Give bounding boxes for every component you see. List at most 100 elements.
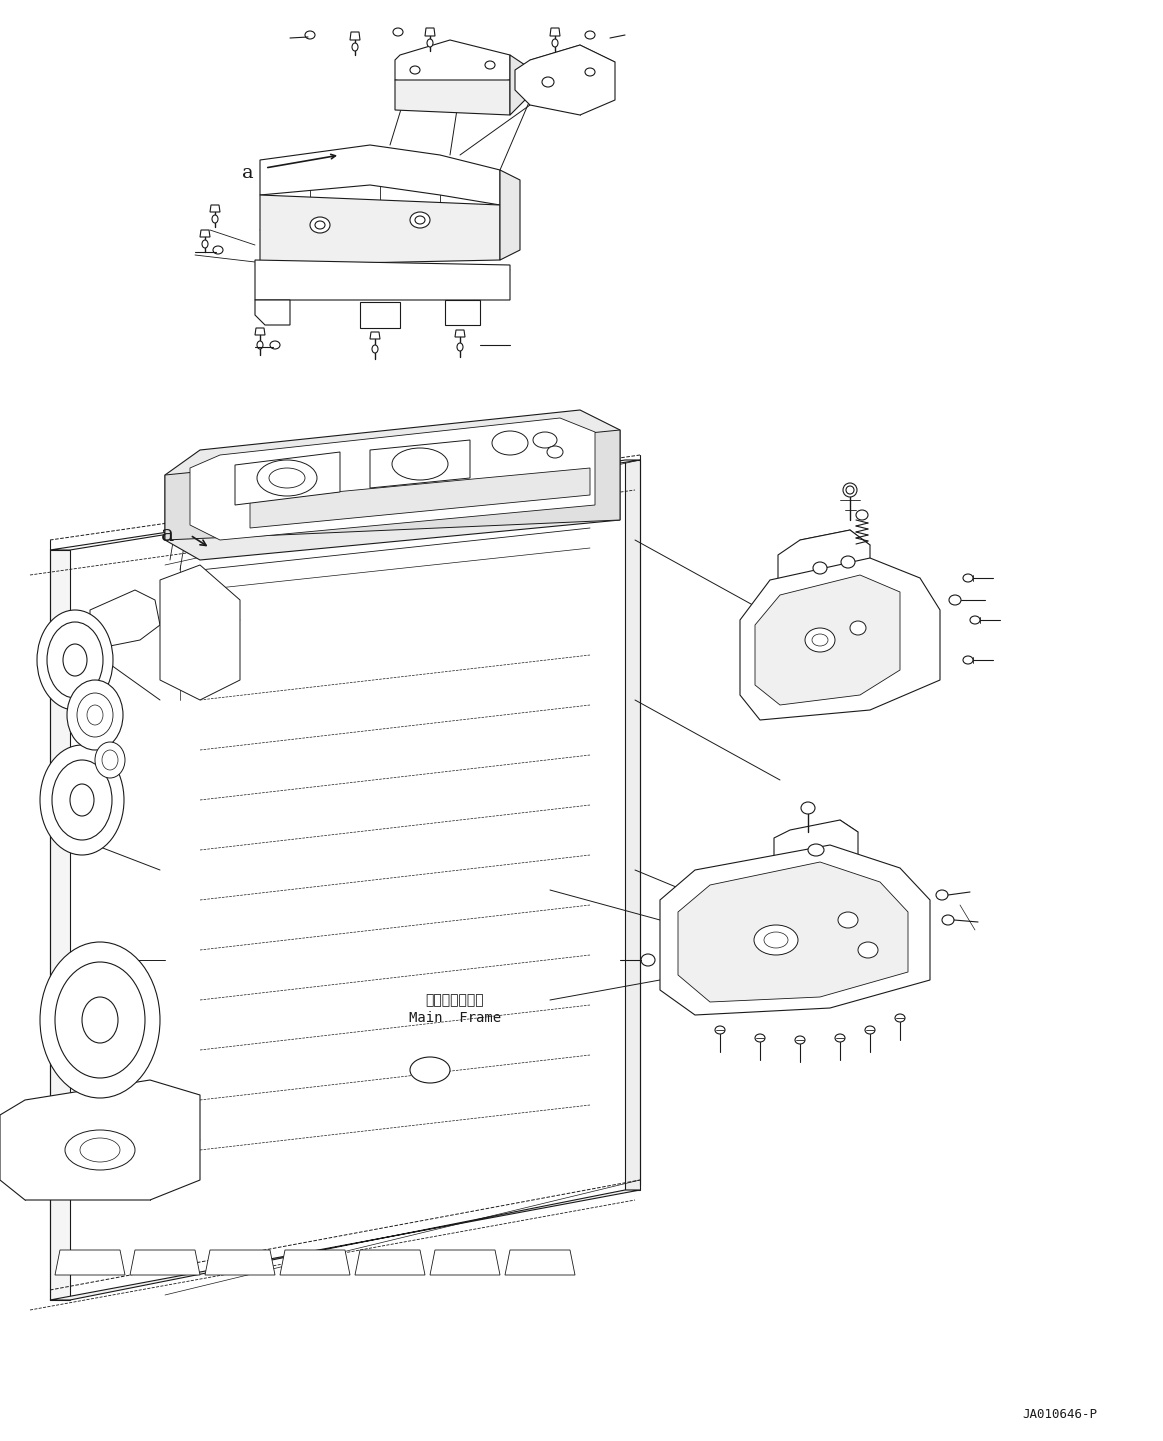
Ellipse shape xyxy=(83,997,117,1043)
Polygon shape xyxy=(370,331,380,339)
Ellipse shape xyxy=(95,742,124,778)
Polygon shape xyxy=(261,195,500,265)
Ellipse shape xyxy=(305,32,315,39)
Ellipse shape xyxy=(257,342,263,349)
Ellipse shape xyxy=(963,656,973,664)
Ellipse shape xyxy=(212,215,217,223)
Ellipse shape xyxy=(715,1026,725,1035)
Text: メインフレーム: メインフレーム xyxy=(426,993,484,1007)
Polygon shape xyxy=(445,300,480,326)
Ellipse shape xyxy=(856,510,868,520)
Polygon shape xyxy=(165,411,620,561)
Ellipse shape xyxy=(641,954,655,965)
Ellipse shape xyxy=(585,68,595,76)
Ellipse shape xyxy=(102,749,117,769)
Polygon shape xyxy=(455,330,465,337)
Text: a: a xyxy=(162,525,174,546)
Ellipse shape xyxy=(795,1036,805,1043)
Polygon shape xyxy=(350,32,361,40)
Ellipse shape xyxy=(764,932,789,948)
Polygon shape xyxy=(130,1249,200,1275)
Ellipse shape xyxy=(542,76,554,86)
Ellipse shape xyxy=(754,925,798,955)
Ellipse shape xyxy=(80,1138,120,1161)
Ellipse shape xyxy=(55,963,145,1078)
Ellipse shape xyxy=(949,595,961,605)
Ellipse shape xyxy=(835,1035,846,1042)
Ellipse shape xyxy=(552,39,558,48)
Ellipse shape xyxy=(393,27,404,36)
Ellipse shape xyxy=(63,644,87,676)
Polygon shape xyxy=(659,844,930,1014)
Polygon shape xyxy=(424,27,435,36)
Polygon shape xyxy=(500,170,520,259)
Ellipse shape xyxy=(865,1026,875,1035)
Polygon shape xyxy=(255,259,511,300)
Ellipse shape xyxy=(808,844,825,856)
Polygon shape xyxy=(755,575,900,705)
Ellipse shape xyxy=(411,1058,450,1084)
Polygon shape xyxy=(778,530,870,595)
Polygon shape xyxy=(550,27,561,36)
Ellipse shape xyxy=(485,61,495,69)
Polygon shape xyxy=(200,231,211,236)
Polygon shape xyxy=(361,303,400,329)
Polygon shape xyxy=(211,205,220,212)
Polygon shape xyxy=(678,862,908,1001)
Ellipse shape xyxy=(415,216,424,223)
Ellipse shape xyxy=(87,705,104,725)
Text: Main  Frame: Main Frame xyxy=(409,1012,501,1025)
Ellipse shape xyxy=(427,39,433,48)
Ellipse shape xyxy=(40,942,160,1098)
Polygon shape xyxy=(55,1249,124,1275)
Ellipse shape xyxy=(411,212,430,228)
Polygon shape xyxy=(250,468,590,527)
Polygon shape xyxy=(515,45,615,115)
Polygon shape xyxy=(395,40,511,89)
Polygon shape xyxy=(625,460,640,1190)
Ellipse shape xyxy=(850,621,866,635)
Ellipse shape xyxy=(547,447,563,458)
Ellipse shape xyxy=(47,623,104,697)
Polygon shape xyxy=(50,1190,640,1300)
Polygon shape xyxy=(775,820,858,870)
Ellipse shape xyxy=(858,942,878,958)
Ellipse shape xyxy=(533,432,557,448)
Ellipse shape xyxy=(963,574,973,582)
Polygon shape xyxy=(50,550,70,1300)
Ellipse shape xyxy=(843,483,857,497)
Polygon shape xyxy=(255,300,290,326)
Polygon shape xyxy=(160,565,240,700)
Polygon shape xyxy=(50,460,640,550)
Ellipse shape xyxy=(70,784,94,816)
Ellipse shape xyxy=(40,745,124,855)
Ellipse shape xyxy=(311,218,330,233)
Polygon shape xyxy=(190,418,595,540)
Polygon shape xyxy=(355,1249,424,1275)
Polygon shape xyxy=(235,452,340,504)
Polygon shape xyxy=(90,589,160,650)
Ellipse shape xyxy=(841,556,855,568)
Polygon shape xyxy=(165,429,620,540)
Polygon shape xyxy=(0,1079,200,1200)
Ellipse shape xyxy=(457,343,463,352)
Text: JA010646-P: JA010646-P xyxy=(1022,1408,1098,1421)
Text: a: a xyxy=(242,164,254,182)
Ellipse shape xyxy=(805,628,835,651)
Polygon shape xyxy=(395,81,511,115)
Ellipse shape xyxy=(801,803,815,814)
Ellipse shape xyxy=(970,615,980,624)
Ellipse shape xyxy=(257,460,317,496)
Polygon shape xyxy=(505,1249,575,1275)
Ellipse shape xyxy=(839,912,858,928)
Polygon shape xyxy=(740,558,940,720)
Polygon shape xyxy=(511,55,525,115)
Ellipse shape xyxy=(492,431,528,455)
Polygon shape xyxy=(261,146,500,205)
Ellipse shape xyxy=(846,486,854,494)
Ellipse shape xyxy=(942,915,954,925)
Ellipse shape xyxy=(812,634,828,646)
Polygon shape xyxy=(280,1249,350,1275)
Ellipse shape xyxy=(411,66,420,73)
Polygon shape xyxy=(430,1249,500,1275)
